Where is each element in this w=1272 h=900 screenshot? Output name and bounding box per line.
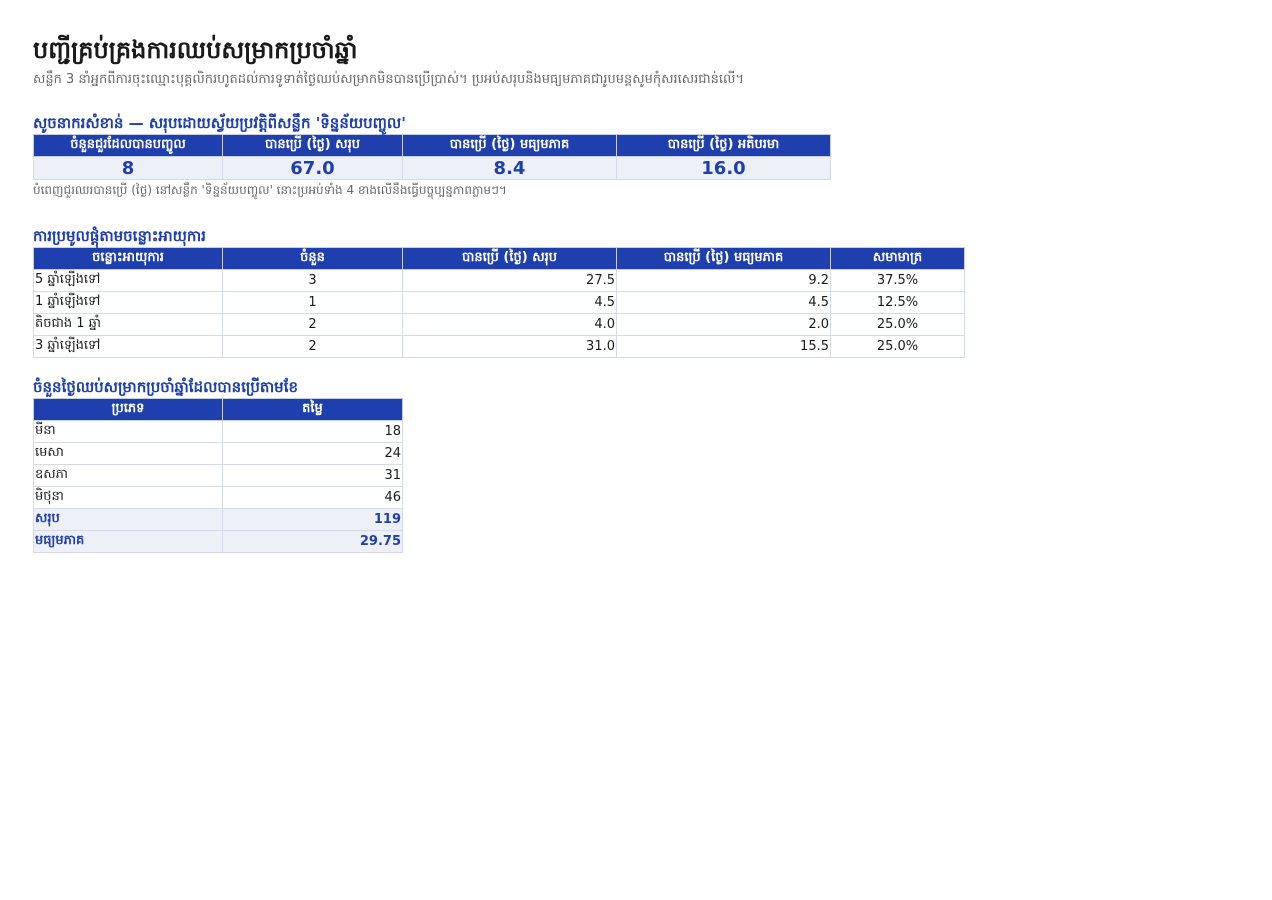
month-cell[interactable]: ឧសភា bbox=[33, 464, 223, 487]
tenure-ratio-cell[interactable]: 37.5% bbox=[830, 269, 965, 292]
tenure-average-cell[interactable]: 2.0 bbox=[616, 313, 831, 336]
kpi-header-used-total: បានប្រើ (ថ្ងៃ) សរុប bbox=[222, 134, 403, 157]
tenure-total-cell[interactable]: 4.5 bbox=[402, 291, 617, 314]
table-row: 5 ឆ្នាំឡើងទៅ 3 27.5 9.2 37.5% bbox=[33, 269, 965, 292]
monthly-table: ប្រភេទ តម្លៃ មីនា 18 មេសា 24 ឧសភា 31 មិថ… bbox=[33, 398, 403, 553]
tenure-range-cell[interactable]: 5 ឆ្នាំឡើងទៅ bbox=[33, 269, 223, 292]
kpi-section-title: សូចនាករសំខាន់ — សរុបដោយស្វ័យប្រវត្តិពីសន… bbox=[33, 114, 406, 132]
tenure-count-cell[interactable]: 2 bbox=[222, 313, 403, 336]
average-value-cell[interactable]: 29.75 bbox=[222, 530, 403, 553]
kpi-header-used-max: បានប្រើ (ថ្ងៃ) អតិបរមា bbox=[616, 134, 831, 157]
monthly-section-title: ចំនួនថ្ងៃឈប់សម្រាកប្រចាំឆ្នាំដែលបានប្រើត… bbox=[33, 378, 298, 396]
month-value-cell[interactable]: 18 bbox=[222, 420, 403, 443]
tenure-header-range: ចន្លោះអាយុការ bbox=[33, 247, 223, 270]
table-row: 3 ឆ្នាំឡើងទៅ 2 31.0 15.5 25.0% bbox=[33, 335, 965, 358]
table-row: មិថុនា 46 bbox=[33, 486, 403, 509]
kpi-table: ចំនួនជួរដែលបានបញ្ចូល បានប្រើ (ថ្ងៃ) សរុប… bbox=[33, 134, 831, 180]
tenure-table: ចន្លោះអាយុការ ចំនួន បានប្រើ (ថ្ងៃ) សរុប … bbox=[33, 247, 965, 358]
tenure-ratio-cell[interactable]: 25.0% bbox=[830, 313, 965, 336]
kpi-header-used-average: បានប្រើ (ថ្ងៃ) មធ្យមភាគ bbox=[402, 134, 617, 157]
monthly-header-value: តម្លៃ bbox=[222, 398, 403, 421]
tenure-count-cell[interactable]: 1 bbox=[222, 291, 403, 314]
tenure-range-cell[interactable]: 3 ឆ្នាំឡើងទៅ bbox=[33, 335, 223, 358]
table-row: ឧសភា 31 bbox=[33, 464, 403, 487]
table-row: 1 ឆ្នាំឡើងទៅ 1 4.5 4.5 12.5% bbox=[33, 291, 965, 314]
tenure-total-cell[interactable]: 27.5 bbox=[402, 269, 617, 292]
total-row: សរុប 119 bbox=[33, 508, 403, 531]
table-row: មីនា 18 bbox=[33, 420, 403, 443]
monthly-header-row: ប្រភេទ តម្លៃ bbox=[33, 398, 403, 421]
tenure-header-ratio: សមាមាត្រ bbox=[830, 247, 965, 270]
tenure-average-cell[interactable]: 9.2 bbox=[616, 269, 831, 292]
tenure-average-cell[interactable]: 15.5 bbox=[616, 335, 831, 358]
tenure-range-cell[interactable]: តិចជាង 1 ឆ្នាំ bbox=[33, 313, 223, 336]
tenure-header-row: ចន្លោះអាយុការ ចំនួន បានប្រើ (ថ្ងៃ) សរុប … bbox=[33, 247, 965, 270]
tenure-total-cell[interactable]: 31.0 bbox=[402, 335, 617, 358]
tenure-ratio-cell[interactable]: 25.0% bbox=[830, 335, 965, 358]
page-subtitle: សន្លឹក 3 នាំអ្នកពីការចុះឈ្មោះបុគ្គលិករហូ… bbox=[33, 72, 744, 87]
total-value-cell[interactable]: 119 bbox=[222, 508, 403, 531]
tenure-count-cell[interactable]: 2 bbox=[222, 335, 403, 358]
kpi-header-rows-entered: ចំនួនជួរដែលបានបញ្ចូល bbox=[33, 134, 223, 157]
monthly-header-category: ប្រភេទ bbox=[33, 398, 223, 421]
tenure-ratio-cell[interactable]: 12.5% bbox=[830, 291, 965, 314]
kpi-value-used-total[interactable]: 67.0 bbox=[222, 156, 403, 180]
kpi-value-row: 8 67.0 8.4 16.0 bbox=[33, 156, 831, 180]
tenure-count-cell[interactable]: 3 bbox=[222, 269, 403, 292]
kpi-value-used-max[interactable]: 16.0 bbox=[616, 156, 831, 180]
report-page: បញ្ជីគ្រប់គ្រងការឈប់សម្រាកប្រចាំឆ្នាំ សន… bbox=[33, 36, 965, 553]
month-cell[interactable]: មេសា bbox=[33, 442, 223, 465]
month-cell[interactable]: មីនា bbox=[33, 420, 223, 443]
kpi-value-used-average[interactable]: 8.4 bbox=[402, 156, 617, 180]
tenure-header-used-average: បានប្រើ (ថ្ងៃ) មធ្យមភាគ bbox=[616, 247, 831, 270]
month-cell[interactable]: មិថុនា bbox=[33, 486, 223, 509]
page-title: បញ្ជីគ្រប់គ្រងការឈប់សម្រាកប្រចាំឆ្នាំ bbox=[33, 36, 358, 64]
total-label-cell[interactable]: សរុប bbox=[33, 508, 223, 531]
tenure-section-title: ការប្រមូលផ្តុំតាមចន្លោះអាយុការ bbox=[33, 227, 206, 245]
average-label-cell[interactable]: មធ្យមភាគ bbox=[33, 530, 223, 553]
month-value-cell[interactable]: 31 bbox=[222, 464, 403, 487]
table-row: មេសា 24 bbox=[33, 442, 403, 465]
average-row: មធ្យមភាគ 29.75 bbox=[33, 530, 403, 553]
tenure-total-cell[interactable]: 4.0 bbox=[402, 313, 617, 336]
month-value-cell[interactable]: 46 bbox=[222, 486, 403, 509]
table-row: តិចជាង 1 ឆ្នាំ 2 4.0 2.0 25.0% bbox=[33, 313, 965, 336]
tenure-header-used-total: បានប្រើ (ថ្ងៃ) សរុប bbox=[402, 247, 617, 270]
tenure-header-count: ចំនួន bbox=[222, 247, 403, 270]
kpi-value-rows-entered[interactable]: 8 bbox=[33, 156, 223, 180]
kpi-note: បំពេញជួរឈរបានប្រើ (ថ្ងៃ) នៅសន្លឹក 'ទិន្ន… bbox=[33, 183, 507, 197]
kpi-header-row: ចំនួនជួរដែលបានបញ្ចូល បានប្រើ (ថ្ងៃ) សរុប… bbox=[33, 134, 831, 157]
tenure-average-cell[interactable]: 4.5 bbox=[616, 291, 831, 314]
month-value-cell[interactable]: 24 bbox=[222, 442, 403, 465]
tenure-range-cell[interactable]: 1 ឆ្នាំឡើងទៅ bbox=[33, 291, 223, 314]
